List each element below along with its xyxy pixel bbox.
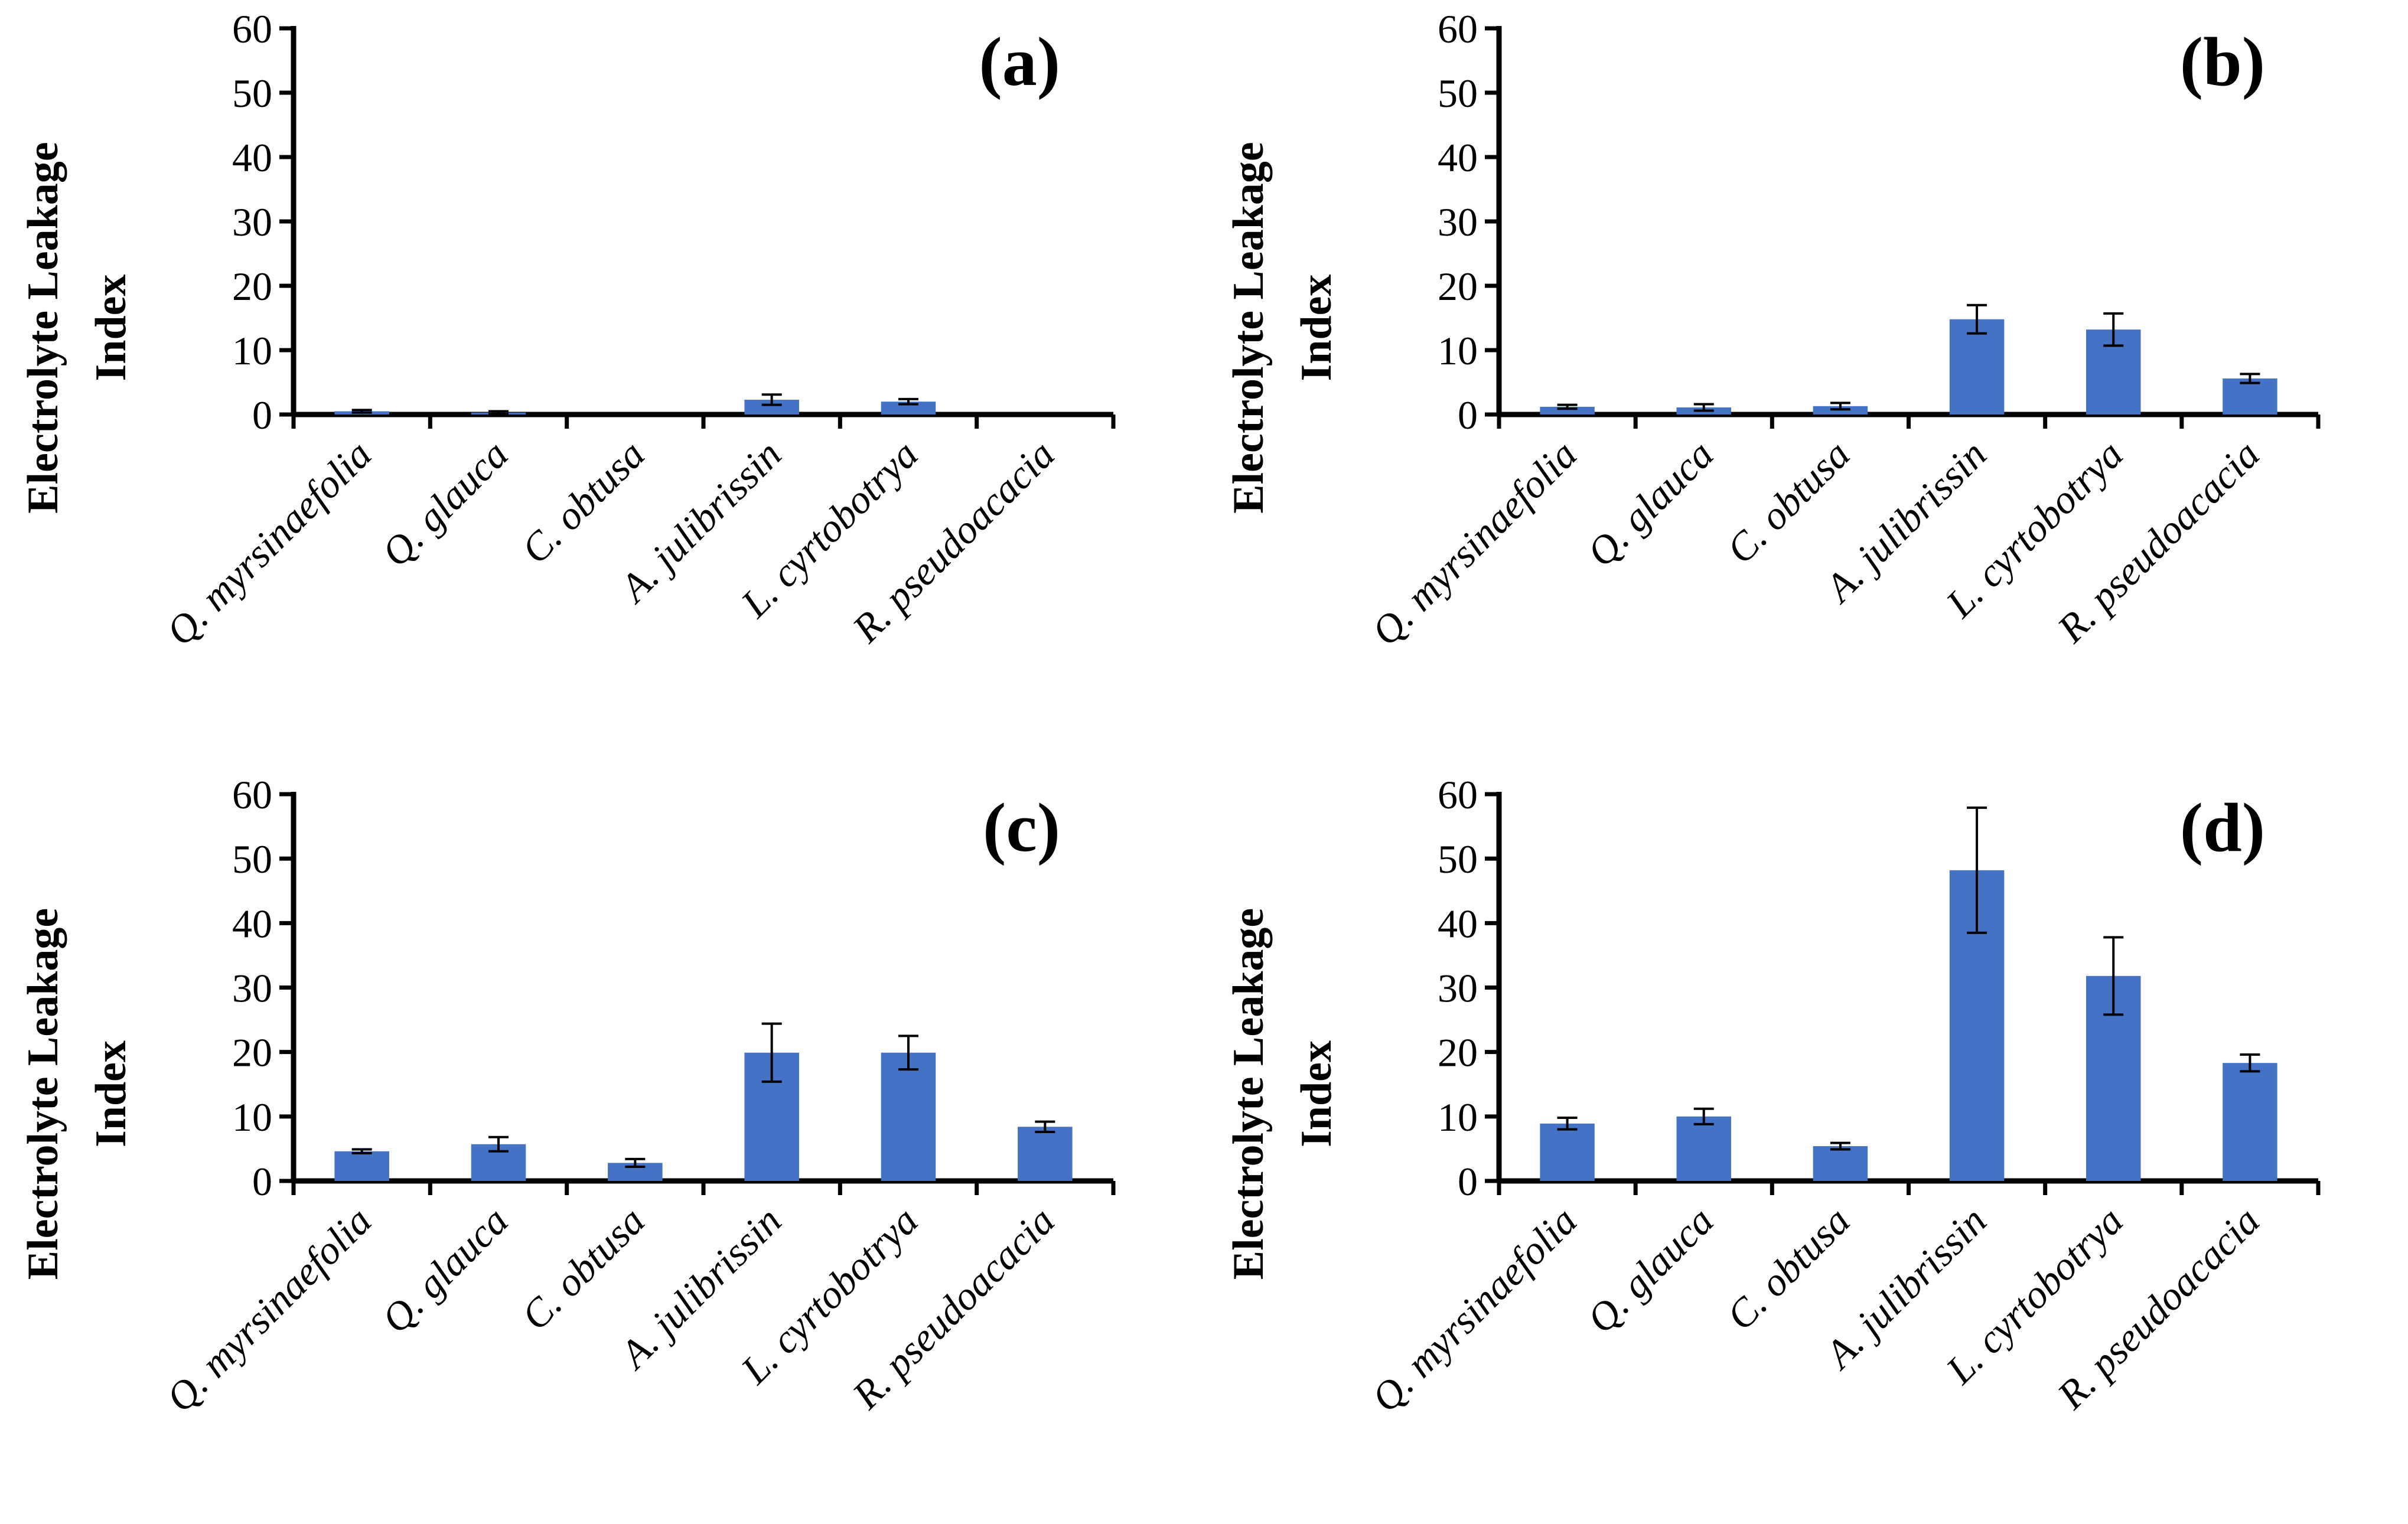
y-tick-label: 10 [1438,328,1478,373]
y-tick-label: 40 [232,901,272,946]
y-tick-label: 30 [1438,966,1478,1011]
y-tick-label: 0 [252,1159,272,1204]
category-label: Q. myrsinaefolia [1363,432,1585,654]
y-tick-label: 50 [1438,837,1478,882]
y-tick-label: 40 [1438,901,1478,946]
y-tick-label: 20 [232,264,272,309]
category-label: Q. myrsinaefolia [157,1198,380,1421]
panel-label: (b) [2180,23,2265,100]
y-tick-label: 60 [232,6,272,51]
y-axis-label-line1: Electrolyte Leakage [1224,142,1273,514]
y-tick-label: 20 [232,1030,272,1075]
y-axis-label-line2: Index [1292,1040,1341,1147]
y-tick-label: 0 [252,393,272,438]
bar [881,402,936,415]
bar [2223,378,2277,415]
category-label: C. obtusa [1718,1198,1858,1339]
bar [1540,406,1595,415]
y-axis-label-line2: Index [87,275,135,381]
y-tick-label: 40 [232,135,272,180]
y-tick-label: 60 [1438,6,1478,51]
y-tick-label: 50 [1438,71,1478,116]
y-axis-label-line1: Electrolyte Leakage [19,142,67,514]
y-tick-label: 20 [1438,1030,1478,1075]
y-tick-label: 40 [1438,135,1478,180]
y-tick-label: 50 [232,837,272,882]
panel-label: (d) [2180,789,2265,866]
category-label: Q. glauca [1578,432,1722,575]
y-tick-label: 60 [1438,772,1478,817]
bar [334,1151,389,1181]
category-label: Q. glauca [373,432,516,575]
bar [2223,1063,2277,1181]
category-label: C. obtusa [513,432,653,572]
y-axis-label-line2: Index [1292,275,1341,381]
bar [1018,1127,1073,1181]
y-axis-label-line1: Electrolyte Leakage [19,908,67,1280]
y-tick-label: 20 [1438,264,1478,309]
y-tick-label: 30 [232,200,272,244]
y-tick-label: 30 [1438,200,1478,244]
panel-label: (a) [979,23,1060,100]
panel-label: (c) [983,789,1060,866]
y-tick-label: 10 [1438,1095,1478,1140]
y-tick-label: 10 [232,1095,272,1140]
bar [1676,1116,1731,1181]
y-axis-label-line1: Electrolyte Leakage [1224,908,1273,1280]
category-label: Q. myrsinaefolia [1363,1198,1585,1421]
y-tick-label: 30 [232,966,272,1011]
y-tick-label: 60 [232,772,272,817]
y-tick-label: 50 [232,71,272,116]
bar [1949,319,2005,415]
bar [1813,1146,1868,1181]
y-tick-label: 0 [1458,1159,1478,1204]
bar [1540,1123,1595,1181]
bar [881,1052,936,1181]
category-label: Q. glauca [1578,1198,1722,1342]
category-label: C. obtusa [1718,432,1858,572]
y-tick-label: 10 [232,328,272,373]
y-tick-label: 0 [1458,393,1478,438]
category-label: Q. glauca [373,1198,516,1342]
y-axis-label-line2: Index [87,1040,135,1147]
category-label: Q. myrsinaefolia [157,432,380,654]
category-label: C. obtusa [513,1198,653,1339]
